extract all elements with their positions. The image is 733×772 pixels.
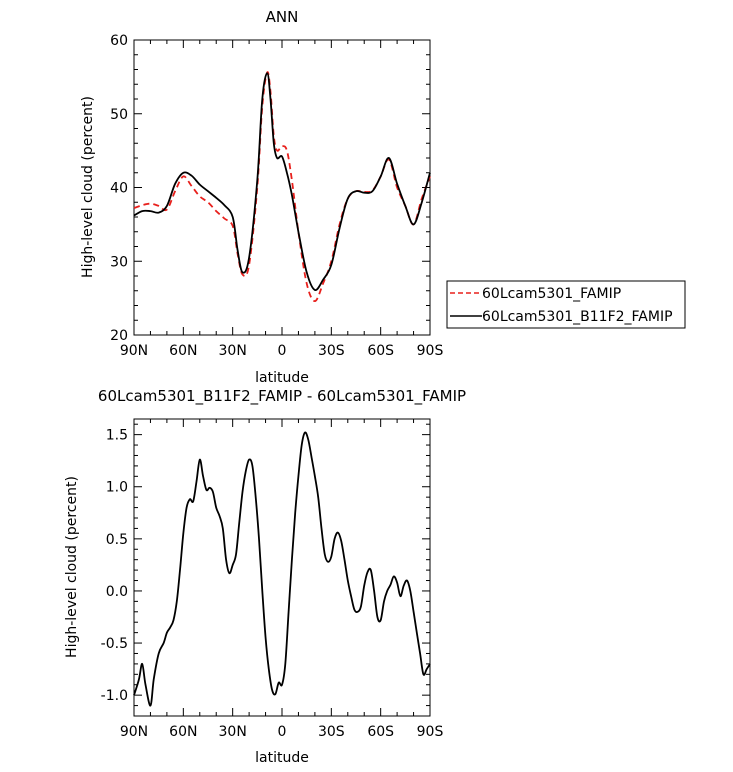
bottom-xtick-label: 0 [278,724,287,740]
top-panel: ANN 90N 60N 30N 0 30S 60S 90S 20 30 40 50 60 High-l… [80,8,686,386]
bottom-plot-frame [133,418,431,717]
legend-label-b11f2: 60Lcam5301_B11F2_FAMIP [482,309,673,325]
top-xtick-label: 90S [417,343,444,359]
top-ytick-label: 30 [110,254,128,270]
top-xtick-label: 60S [367,343,394,359]
bottom-panel: 60Lcam5301_B11F2_FAMIP - 60Lcam5301_FAMI… [64,387,466,766]
top-ytick-label: 60 [110,33,128,49]
bottom-xtick-label: 60S [367,724,394,740]
bottom-ytick-label: 0.0 [106,584,128,600]
top-title: ANN [266,8,299,26]
legend: 60Lcam5301_FAMIP 60Lcam5301_B11F2_FAMIP [446,280,686,329]
bottom-xtick-label: 60N [169,724,197,740]
top-ticks: 90N 60N 30N 0 30S 60S 90S 20 30 40 50 60 [110,33,443,359]
top-xtick-label: 0 [278,343,287,359]
top-series [133,71,431,303]
top-xtick-label: 90N [120,343,148,359]
legend-label-famip: 60Lcam5301_FAMIP [482,286,621,302]
bottom-title: 60Lcam5301_B11F2_FAMIP - 60Lcam5301_FAMI… [98,387,466,406]
bottom-xtick-label: 30S [318,724,345,740]
top-xtick-label: 30S [318,343,345,359]
bottom-ticks: 90N 60N 30N 0 30S 60S 90S -1.0 -0.5 0.0 0.5 1.0 1.5 [101,419,444,740]
top-xtick-label: 30N [219,343,247,359]
top-series-line-1 [133,72,431,291]
top-ylabel: High-level cloud (percent) [80,96,96,278]
top-series-line-0 [133,71,431,303]
bottom-ytick-label: -0.5 [101,636,128,652]
top-ytick-label: 40 [110,181,128,197]
bottom-ytick-label: 0.5 [106,532,128,548]
top-xlabel: latitude [255,370,309,386]
bottom-ytick-label: 1.0 [106,480,128,496]
top-ytick-label: 50 [110,107,128,123]
top-plot-frame [133,39,431,336]
bottom-ylabel: High-level cloud (percent) [64,476,80,658]
bottom-xtick-label: 90N [120,724,148,740]
bottom-ytick-label: 1.5 [106,428,128,444]
top-xtick-label: 60N [169,343,197,359]
bottom-ytick-label: -1.0 [101,688,128,704]
legend-box [446,280,686,329]
bottom-series [133,431,431,707]
bottom-xlabel: latitude [255,750,309,766]
top-ytick-label: 20 [110,328,128,344]
bottom-series-line-0 [133,431,431,707]
bottom-xtick-label: 90S [417,724,444,740]
bottom-xtick-label: 30N [219,724,247,740]
